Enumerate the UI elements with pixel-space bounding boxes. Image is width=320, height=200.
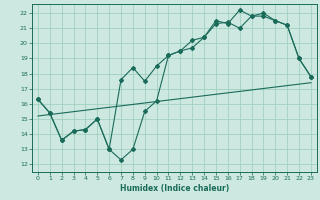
X-axis label: Humidex (Indice chaleur): Humidex (Indice chaleur) [120,184,229,193]
